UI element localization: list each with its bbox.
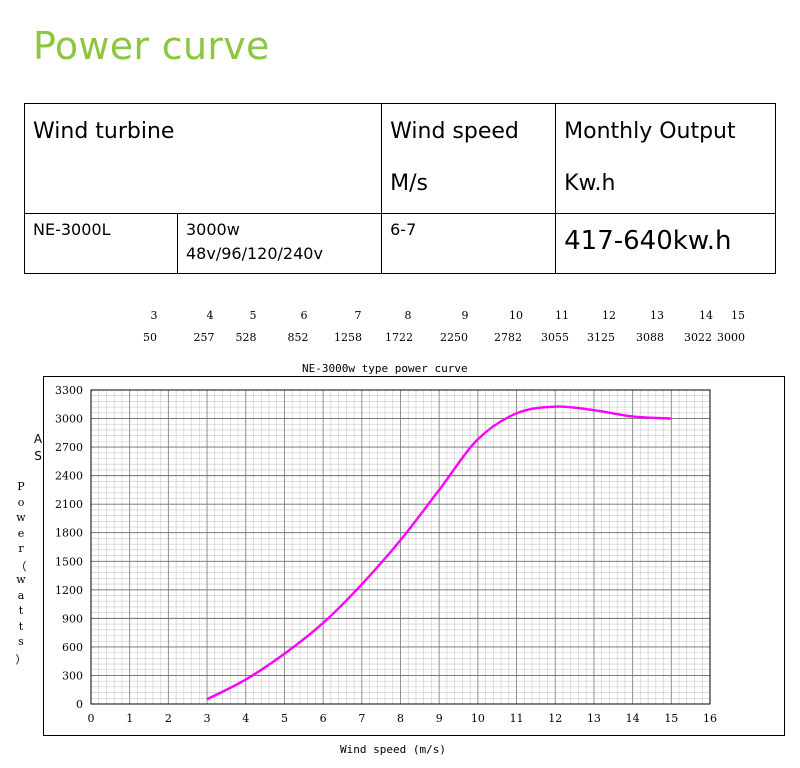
reference-power-value: 2250 xyxy=(440,331,468,344)
reference-power-value: 257 xyxy=(193,331,215,344)
reference-speed-value: 14 xyxy=(699,309,713,322)
y-axis-label-char: t xyxy=(18,619,24,633)
reference-speed-value: 13 xyxy=(650,309,664,322)
x-tick-label: 15 xyxy=(664,712,678,725)
chart-x-axis-label: Wind speed (m/s) xyxy=(340,743,446,756)
y-tick-label: 1500 xyxy=(55,555,83,568)
x-tick-label: 5 xyxy=(281,712,288,725)
y-tick-label: 3000 xyxy=(55,413,83,426)
y-tick-label: 600 xyxy=(62,641,83,654)
x-tick-label: 6 xyxy=(320,712,327,725)
reference-power-value: 3055 xyxy=(541,331,569,344)
y-axis-label-char: ） xyxy=(15,652,27,666)
reference-speed-value: 4 xyxy=(206,309,214,322)
reference-power-value: 3125 xyxy=(587,331,615,344)
header-wind-turbine: Wind turbine xyxy=(23,103,383,214)
y-axis-label-char: r xyxy=(18,542,24,555)
reference-power-value: 1722 xyxy=(385,331,413,344)
page-title: Power curve xyxy=(33,24,270,68)
header-wind-speed-unit: M/s xyxy=(390,171,428,196)
y-tick-label: 2700 xyxy=(55,441,83,454)
reference-power-value: 852 xyxy=(287,331,309,344)
x-tick-label: 12 xyxy=(548,712,562,725)
reference-speed-value: 5 xyxy=(249,309,257,322)
reference-power-value: 3022 xyxy=(684,331,712,344)
y-axis-label-char: t xyxy=(18,604,24,617)
x-tick-label: 8 xyxy=(397,712,404,725)
header-monthly-output: Monthly Output Kw.h xyxy=(555,103,776,214)
y-axis-label-char: e xyxy=(17,526,25,540)
cell-speed: 6-7 xyxy=(381,213,557,274)
x-tick-label: 13 xyxy=(587,712,601,725)
y-axis-marker-char: A xyxy=(33,432,43,446)
x-tick-label: 10 xyxy=(471,712,485,725)
y-tick-label: 0 xyxy=(76,698,83,711)
reference-power-value: 528 xyxy=(235,331,257,344)
y-axis-label-char: w xyxy=(16,511,26,524)
cell-model: NE-3000L xyxy=(24,213,178,274)
reference-speed-value: 12 xyxy=(602,309,616,322)
reference-power-value: 2782 xyxy=(494,331,522,344)
y-tick-label: 3300 xyxy=(55,384,83,397)
y-tick-label: 2100 xyxy=(55,498,83,511)
spec-table: Wind turbine Wind speed M/s Monthly Outp… xyxy=(23,103,776,274)
reference-power-value: 1258 xyxy=(334,331,362,344)
x-tick-label: 1 xyxy=(126,712,133,725)
y-axis-label-char: o xyxy=(17,495,25,509)
reference-power-value: 3000 xyxy=(717,331,745,344)
y-axis-label-char: w xyxy=(16,573,26,586)
reference-speed-value: 10 xyxy=(509,309,523,322)
x-tick-label: 2 xyxy=(165,712,172,725)
x-tick-label: 3 xyxy=(204,712,211,725)
y-axis-label-char: P xyxy=(17,480,25,493)
header-output-unit: Kw.h xyxy=(564,171,616,196)
y-axis-label-char: （ xyxy=(15,559,27,573)
reference-power-value: 50 xyxy=(143,331,157,344)
x-tick-label: 9 xyxy=(436,712,443,725)
x-tick-label: 4 xyxy=(242,712,249,725)
y-tick-label: 1800 xyxy=(55,527,83,540)
cell-voltages: 48v/96/120/240v xyxy=(186,244,323,263)
reference-speed-value: 7 xyxy=(354,309,362,322)
x-tick-label: 11 xyxy=(510,712,524,725)
plot-area-border xyxy=(90,389,711,705)
y-tick-label: 300 xyxy=(62,669,83,682)
cell-output: 417-640kw.h xyxy=(555,213,776,274)
y-axis-label-char: a xyxy=(17,588,25,602)
y-axis-label-char: s xyxy=(18,635,24,648)
reference-speed-value: 9 xyxy=(461,309,469,322)
y-axis-marker-char: S xyxy=(34,449,42,463)
y-tick-label: 1200 xyxy=(55,584,83,597)
chart-frame xyxy=(43,376,785,736)
chart-title: NE-3000w type power curve xyxy=(300,362,470,375)
reference-speed-value: 15 xyxy=(731,309,745,322)
x-tick-label: 7 xyxy=(358,712,365,725)
reference-speed-value: 11 xyxy=(555,309,569,322)
x-tick-label: 0 xyxy=(88,712,95,725)
y-tick-label: 900 xyxy=(62,612,83,625)
reference-speed-value: 6 xyxy=(300,309,308,322)
x-tick-label: 16 xyxy=(703,712,717,725)
x-tick-label: 14 xyxy=(626,712,640,725)
reference-speed-value: 8 xyxy=(404,309,412,322)
power-curve-line xyxy=(206,405,672,701)
reference-speed-value: 3 xyxy=(150,309,158,322)
reference-power-value: 3088 xyxy=(636,331,664,344)
cell-power: 3000w 48v/96/120/240v xyxy=(176,213,383,274)
y-tick-label: 2400 xyxy=(55,470,83,483)
